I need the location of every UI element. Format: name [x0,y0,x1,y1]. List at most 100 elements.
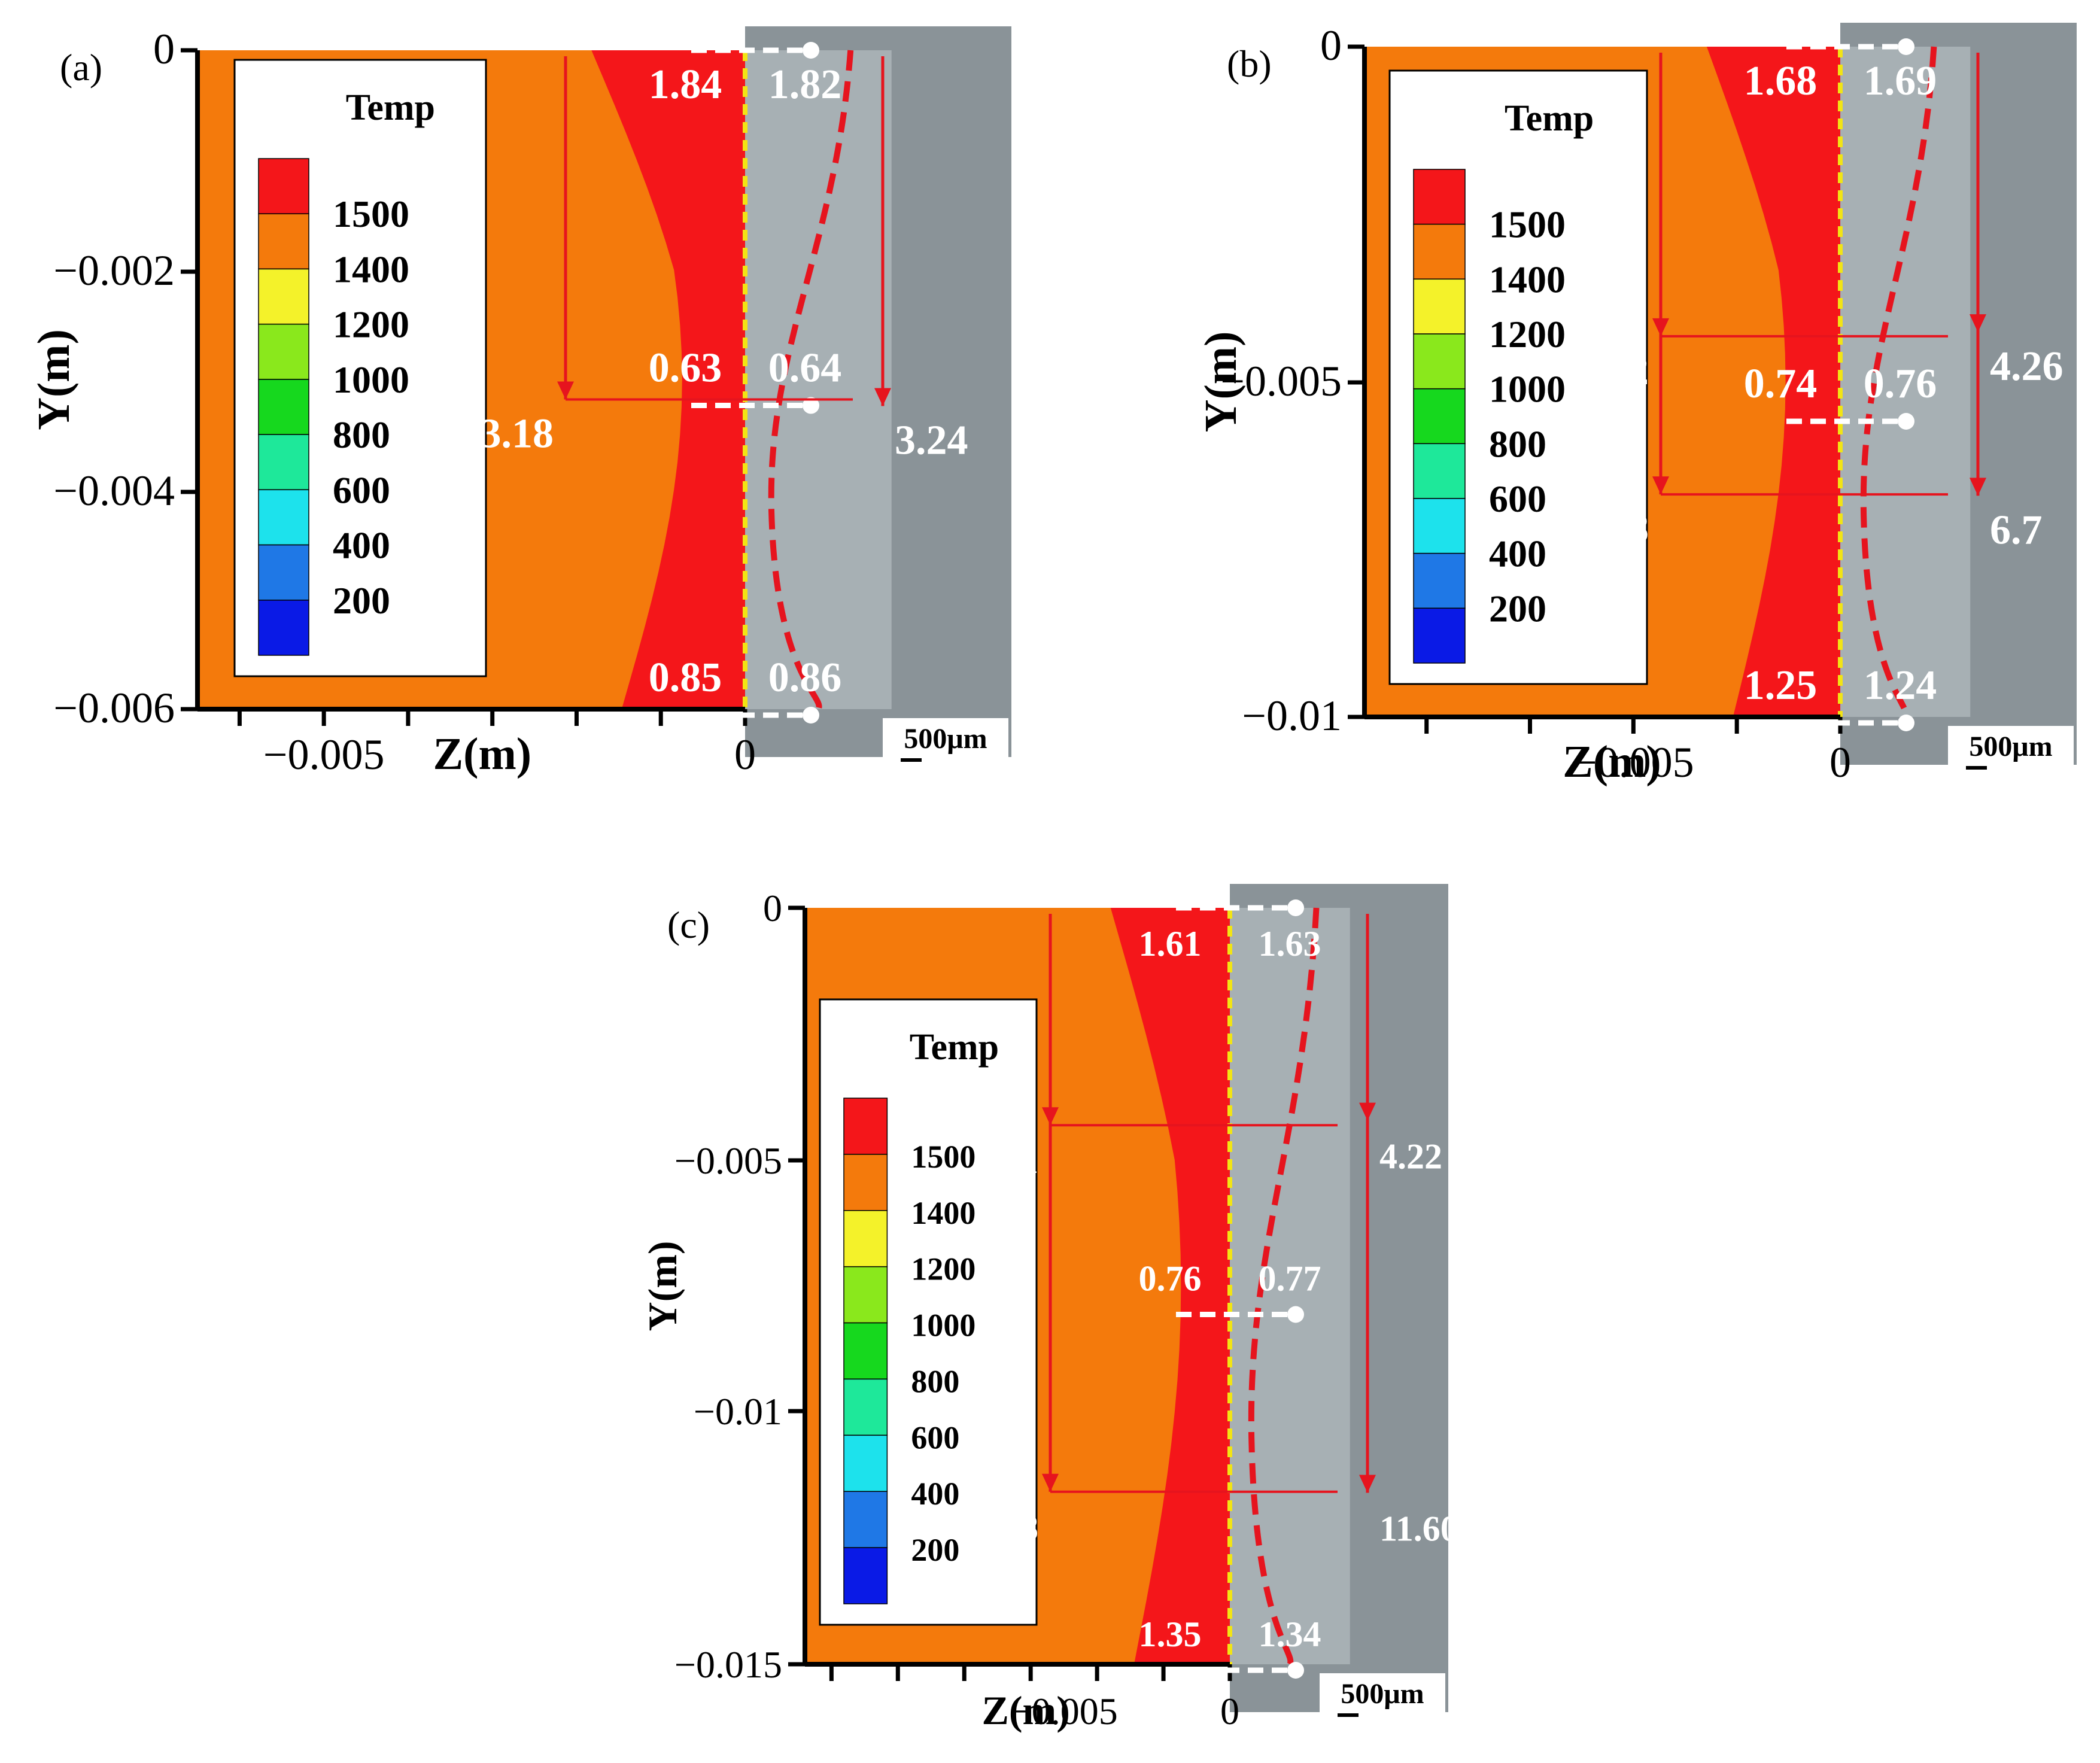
legend-swatch-c1200 [1413,333,1466,390]
exp-depth-label: 6.7 [1990,507,2043,553]
y-tick-label: 0 [763,887,782,929]
panel-a: 0 −0.002 −0.004 −0.006 −0.005 0 Y(m) Z(m) (a) Tem… [29,25,1011,779]
y-tick-label: −0.015 [674,1643,782,1686]
legend-level: 400 [911,1476,959,1512]
fusion-line [1248,907,1320,1666]
legend-swatch-c200 [843,1547,888,1604]
exp-width-label: 0.77 [1259,1259,1321,1298]
gauge-end-dot [803,707,819,724]
gauge-end-dot [1287,899,1304,916]
scale-bar: 500μm [883,718,1008,769]
scale-bar-label: 500μm [1341,1678,1424,1710]
legend-swatch-c200 [258,600,309,656]
panel-c: 0 −0.005 −0.01 −0.015 −0.005 0 Y(m) Z(m) (c) Temp… [640,884,1458,1733]
legend-swatch-c1500 [1413,223,1466,280]
legend-level: 800 [1489,422,1546,465]
y-tick-label: −0.01 [694,1390,782,1433]
x-tick-label: −0.005 [1010,1690,1118,1732]
sim-depth-label: 11.58 [959,1508,1038,1548]
axes: 0 −0.005 −0.01 −0.005 0 Y(m) Z(m) [1196,22,1851,787]
sim-depth-label: 4.32 [1576,348,1649,394]
legend-swatch-c200 [1413,607,1466,664]
gauge-end-dot [1898,715,1914,731]
legend: Temp 1500 1400 1200 1000 800 600 400 200 [233,59,487,677]
exp-width-label: 1.69 [1864,58,1937,104]
x-axis-label: Z(m) [982,1688,1070,1733]
y-tick-label: −0.01 [1242,692,1342,740]
y-tick-label: −0.002 [53,247,175,294]
exp-depth-label: 4.22 [1379,1137,1442,1177]
y-tick-label: −0.004 [53,467,175,515]
annotations: 1.61 1.63 0.76 0.77 1.35 1.34 4.31 11.58 4.22 11.… [959,899,1458,1679]
y-tick-label: 0 [153,25,175,73]
legend-swatch-c1200 [843,1266,888,1324]
gauge-end-dot [803,42,819,59]
scale-bar-label: 500μm [1969,731,2052,762]
y-axis-label: Y(m) [1196,332,1246,433]
legend: Temp 1500 1400 1200 1000 800 600 400 200 [819,998,1038,1626]
legend-level: 400 [333,524,390,567]
sim-width-label: 1.84 [649,62,722,108]
exp-width-label: 0.64 [768,345,842,391]
sim-width-label: 0.74 [1744,361,1818,407]
y-tick-label: −0.005 [674,1139,782,1182]
exp-depth-label: 4.26 [1990,344,2063,390]
y-axis-label: Y(m) [29,329,79,430]
legend-swatch-c800 [843,1378,888,1436]
legend-level: 1000 [1489,368,1566,411]
sim-width-label: 1.61 [1139,924,1202,963]
sim-depth-arrowhead [557,381,574,400]
legend-level: 1500 [911,1139,975,1175]
sim-depth-arrowhead [1652,476,1669,495]
scale-bar: 500μm [1948,726,2074,777]
legend-swatch-cmax [1413,169,1466,225]
legend-swatch-c600 [1413,498,1466,554]
legend-swatch-c1000 [258,379,309,435]
macrograph [745,26,1011,757]
exp-width-label: 0.76 [1864,361,1937,407]
x-tick-label: −0.005 [1573,738,1694,786]
legend-level: 800 [911,1363,959,1399]
legend-swatch-c800 [1413,443,1466,499]
legend-level: 1500 [333,193,409,235]
legend-title: Temp [1505,98,1594,139]
exp-width-label: 1.63 [1259,924,1321,963]
legend-level: 600 [1489,478,1546,520]
sim-depth-label: 4.31 [975,1141,1038,1181]
legend-swatch-c600 [258,489,309,546]
legend-swatch-c400 [843,1491,888,1548]
legend-swatch-c800 [258,434,309,491]
legend-swatch-c1400 [1413,278,1466,335]
x-tick-label: −0.005 [263,731,385,779]
legend-level: 1200 [1489,313,1566,355]
x-axis-label: Z(m) [433,729,531,779]
exp-depth-arrowhead [1359,1475,1376,1493]
fusion-line [1860,46,1937,719]
legend-level: 600 [911,1419,959,1455]
gauge-end-dot [1898,413,1914,430]
sim-width-label: 1.25 [1744,662,1818,709]
gauge-end-dot [1898,38,1914,55]
legend-swatch-c1200 [258,323,309,380]
sim-width-label: 1.68 [1744,58,1818,104]
axes: 0 −0.005 −0.01 −0.015 −0.005 0 Y(m) Z(m) [640,887,1239,1733]
x-tick-label: 0 [1220,1690,1239,1732]
fusion-line [768,50,854,711]
sim-depth-arrowhead [1042,1473,1059,1492]
sim-depth-label: 3.18 [481,411,554,457]
exp-depth-arrowhead [874,388,891,406]
x-tick-label: 0 [1829,738,1851,786]
legend-level: 1200 [333,303,409,346]
legend-level: 1500 [1489,203,1566,246]
legend-swatch-c400 [1413,552,1466,609]
sim-width-label: 0.76 [1139,1259,1202,1298]
legend-level: 1200 [911,1251,975,1287]
legend: Temp 1500 1400 1200 1000 800 600 400 200 [1388,69,1648,685]
legend-level: 200 [911,1532,959,1568]
legend-swatch-c600 [843,1434,888,1492]
legend-level: 400 [1489,533,1546,575]
legend-swatch-c1000 [843,1322,888,1380]
legend-level: 1000 [911,1308,975,1343]
panel-b: 0 −0.005 −0.01 −0.005 0 Y(m) Z(m) (b) Temp 1500 14… [1196,22,2077,787]
